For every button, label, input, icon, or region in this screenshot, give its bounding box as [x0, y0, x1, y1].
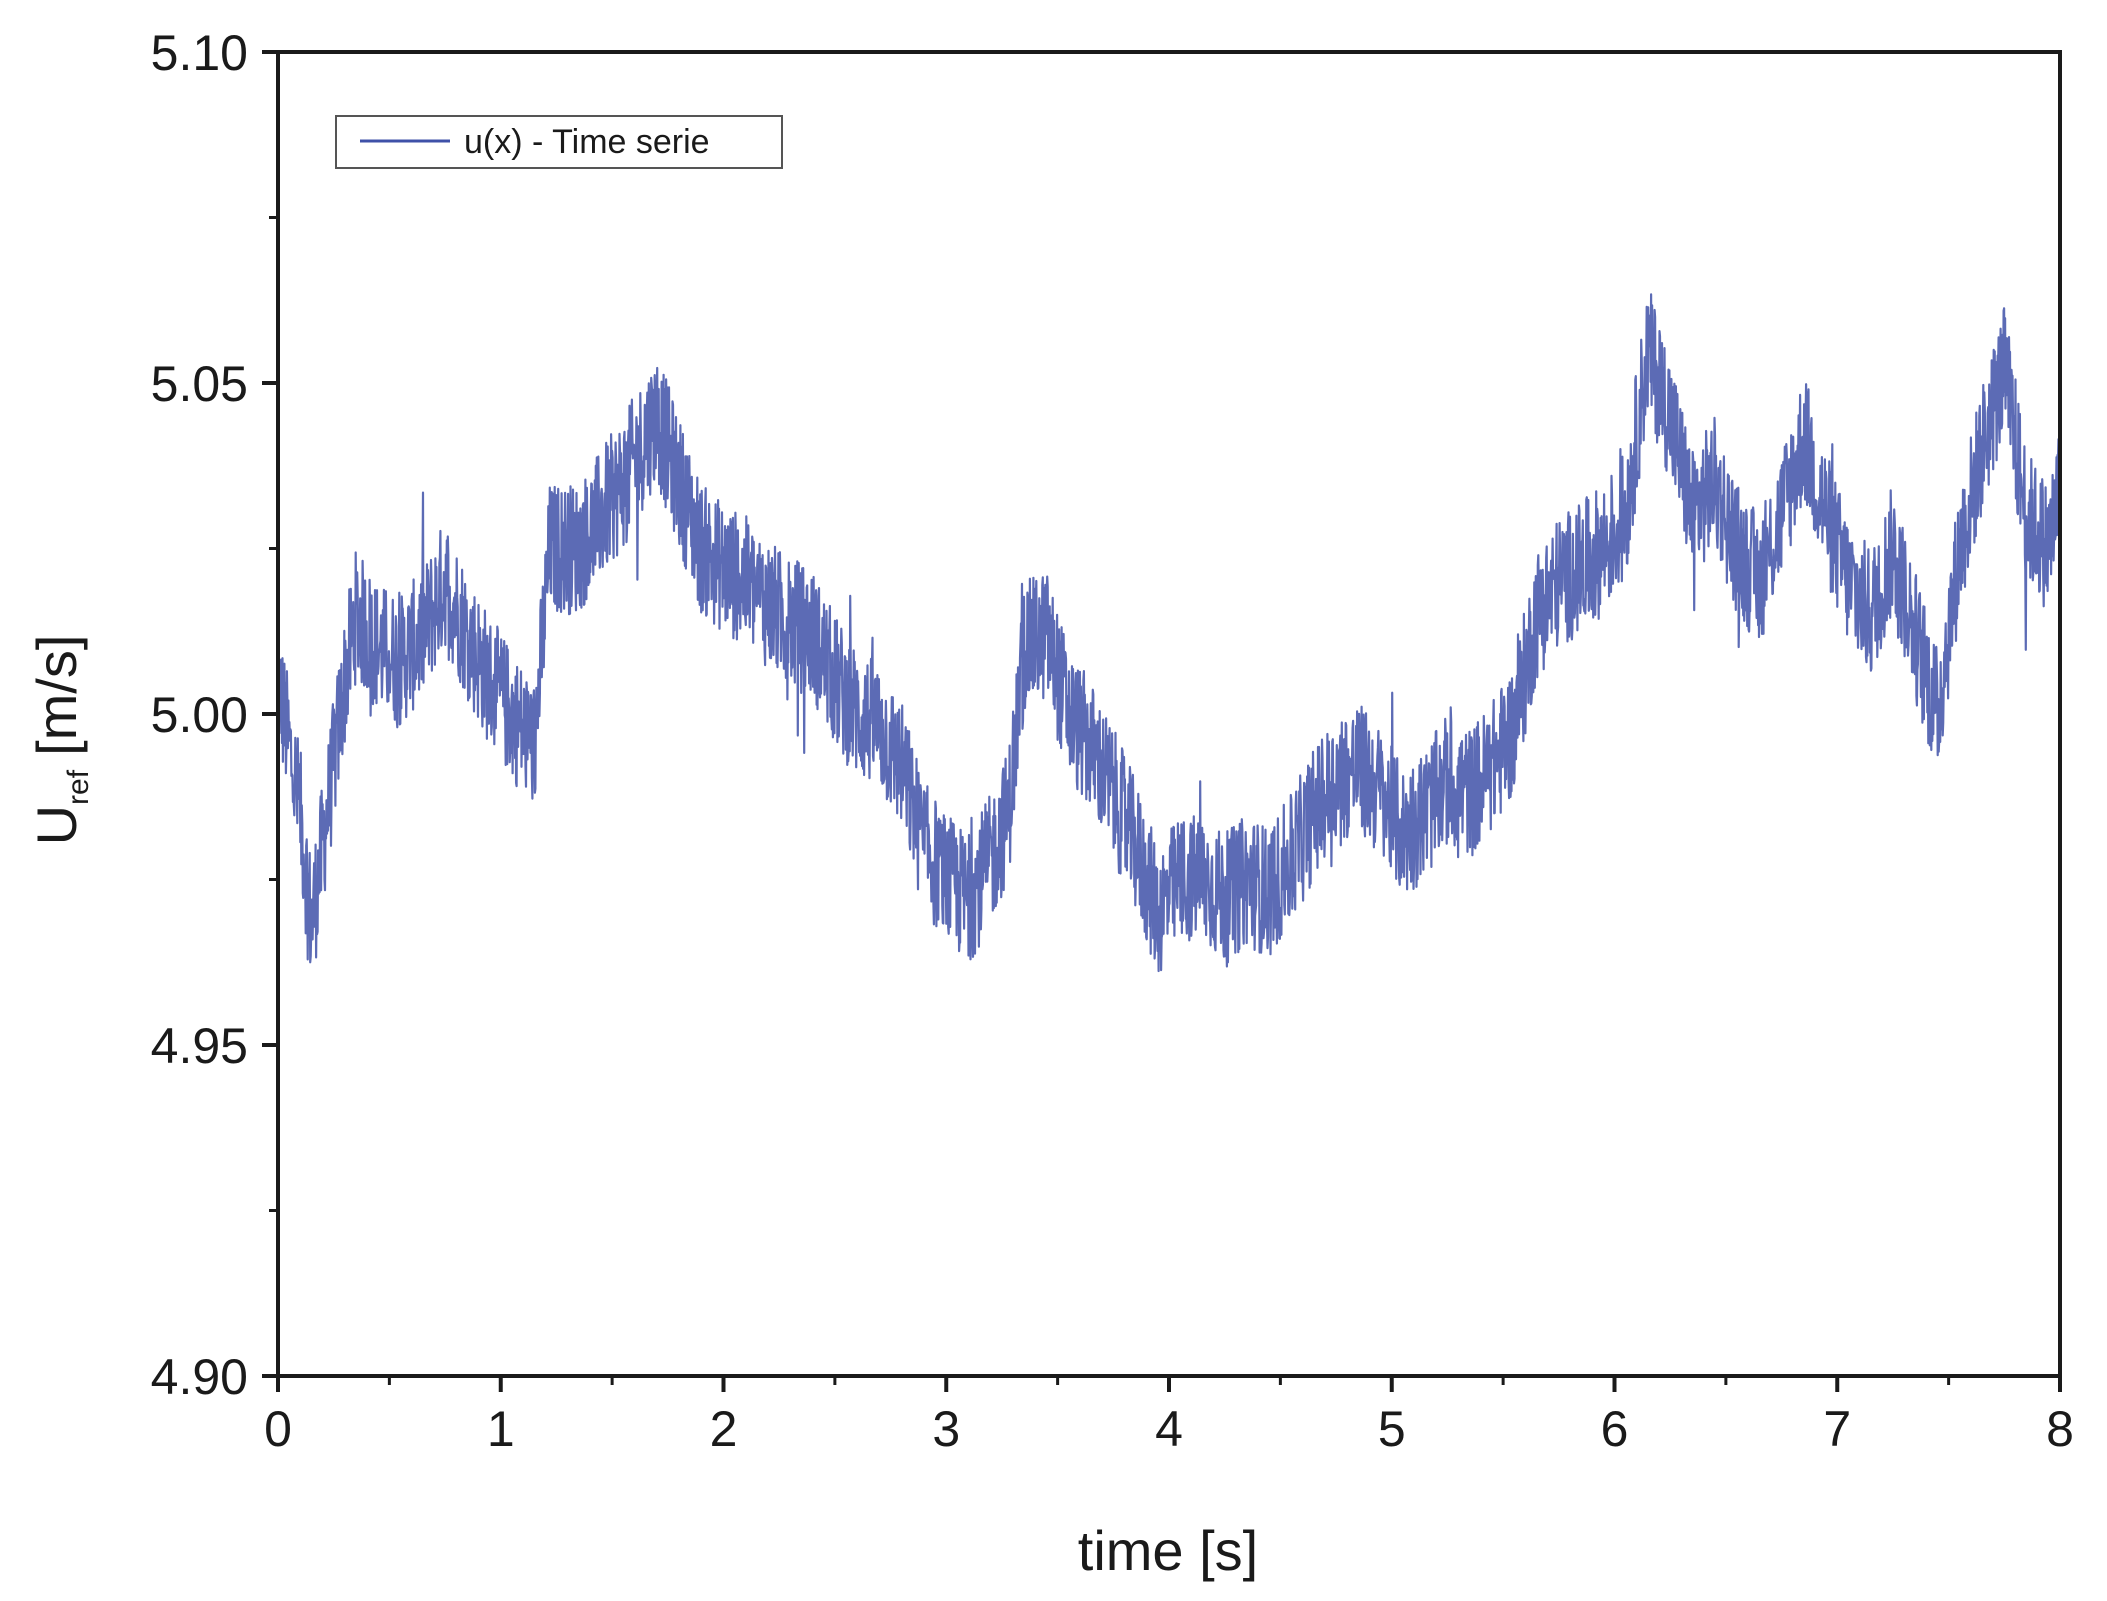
x-tick-label: 0 [264, 1401, 292, 1457]
tick-layer: 0 1 2 3 4 5 6 7 8 4.90 4.95 5.00 5.05 5.10 [151, 25, 2074, 1457]
x-tick-label: 7 [1823, 1401, 1851, 1457]
legend-label: u(x) - Time serie [464, 123, 710, 161]
x-tick-label: 8 [2046, 1401, 2074, 1457]
y-axis-title-unit: [m/s] [25, 635, 88, 756]
y-tick-label: 5.10 [151, 25, 248, 81]
y-axis-title-subscript: ref [62, 769, 95, 805]
x-axis-title: time [s] [1078, 1519, 1258, 1582]
x-tick-label: 4 [1155, 1401, 1183, 1457]
x-tick-label: 1 [487, 1401, 515, 1457]
y-tick-label: 4.90 [151, 1349, 248, 1405]
y-tick-label: 5.00 [151, 687, 248, 743]
y-tick-label: 5.05 [151, 356, 248, 412]
plot-frame [276, 50, 2062, 1378]
x-tick-label: 2 [710, 1401, 738, 1457]
x-tick-label: 6 [1601, 1401, 1629, 1457]
y-axis-title: Uref [m/s] [25, 635, 95, 846]
series-line-u-x [276, 293, 2062, 973]
y-tick-label: 4.95 [151, 1018, 248, 1074]
series-layer [276, 293, 2062, 973]
y-axis-title-main: U [25, 805, 88, 845]
legend: u(x) - Time serie [335, 115, 783, 169]
x-tick-label: 3 [932, 1401, 960, 1457]
x-tick-label: 5 [1378, 1401, 1406, 1457]
